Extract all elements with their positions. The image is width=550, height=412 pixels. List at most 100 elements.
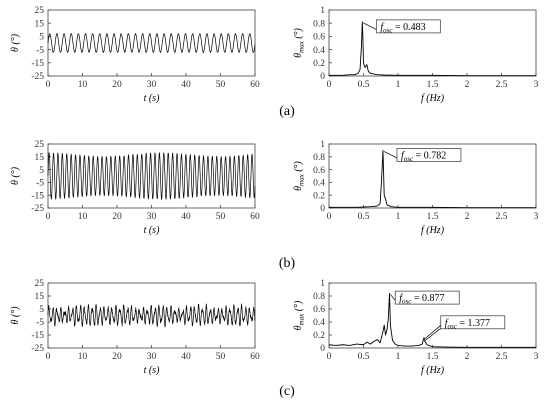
y-tick-label: 0.4 bbox=[313, 318, 325, 328]
annotation-leader bbox=[390, 294, 396, 301]
x-axis-label: f (Hz) bbox=[421, 225, 445, 236]
annotation-label: fosc = 0.483 bbox=[380, 22, 425, 34]
chart-b-spectrum: 0 0.5 1 1.5 2 2.5 3 0 0.2 0.4 0.6 0.8 1 f (Hz) θmax (°… bbox=[293, 140, 539, 236]
y-tick-label: 25 bbox=[35, 279, 45, 289]
y-axis-label: θ (°) bbox=[10, 166, 21, 185]
annotation-label: fosc = 1.377 bbox=[445, 318, 490, 331]
y-tick-label: 1 bbox=[320, 140, 325, 150]
annotation-box bbox=[440, 315, 506, 330]
y-axis-label-unit: (°) bbox=[293, 160, 304, 174]
annotation-symbol: f bbox=[380, 22, 384, 33]
y-tick-label: 0.8 bbox=[313, 19, 325, 29]
y-tick-label: -15 bbox=[31, 191, 44, 201]
x-tick-label: 2 bbox=[465, 212, 470, 222]
y-tick-label: -25 bbox=[31, 344, 44, 354]
x-tick-label: 20 bbox=[112, 352, 122, 362]
x-tick-label: 50 bbox=[216, 80, 226, 90]
y-tick-label: -5 bbox=[36, 46, 44, 56]
x-tick-label: 2 bbox=[465, 80, 470, 90]
annotation-box bbox=[396, 148, 462, 162]
x-tick-label: 1.5 bbox=[427, 352, 439, 362]
y-tick-label: -5 bbox=[36, 318, 44, 328]
y-tick-label: 5 bbox=[39, 166, 44, 176]
x-tick-label: 3 bbox=[534, 212, 539, 222]
x-tick-label: 10 bbox=[78, 352, 88, 362]
annotation-leader bbox=[424, 325, 442, 339]
annotation-subscript: osc bbox=[448, 322, 458, 330]
y-tick-label: -5 bbox=[36, 179, 44, 189]
y-tick-label: 0.2 bbox=[313, 59, 325, 69]
x-tick-label: 10 bbox=[78, 80, 88, 90]
x-tick-label: 3 bbox=[534, 80, 539, 90]
annotation-symbol: f bbox=[401, 150, 405, 161]
series-line bbox=[47, 303, 256, 328]
x-tick-label: 1 bbox=[396, 352, 401, 362]
y-tick-label: 25 bbox=[35, 140, 45, 150]
x-tick-label: 0 bbox=[46, 212, 51, 222]
annotation-subscript: osc bbox=[402, 298, 412, 306]
x-tick-label: 0.5 bbox=[358, 80, 370, 90]
x-tick-label: 0 bbox=[327, 80, 332, 90]
y-axis-label-subscript: max bbox=[298, 40, 306, 53]
series-line bbox=[329, 21, 536, 77]
annotation-subscript: osc bbox=[404, 155, 414, 163]
x-axis-label: t (s) bbox=[144, 93, 161, 104]
y-tick-label: -15 bbox=[31, 59, 44, 69]
y-axis-label: θmax (°) bbox=[293, 27, 306, 57]
x-tick-label: 50 bbox=[216, 352, 226, 362]
y-axis-label-unit: (°) bbox=[293, 27, 304, 41]
y-tick-label: 5 bbox=[39, 305, 44, 315]
x-tick-label: 60 bbox=[250, 352, 260, 362]
y-tick-label: 0 bbox=[320, 344, 325, 354]
annotation-value: = 0.782 bbox=[413, 150, 446, 161]
y-axis-label: θmax (°) bbox=[293, 160, 306, 190]
y-axis-label: θmax (°) bbox=[293, 300, 306, 330]
y-tick-label: -25 bbox=[31, 72, 44, 82]
y-tick-label: 0.2 bbox=[313, 331, 325, 341]
annotation-leader bbox=[383, 151, 398, 159]
panel-label-b: (b) bbox=[278, 256, 296, 271]
x-tick-label: 3 bbox=[534, 352, 539, 362]
y-tick-label: 15 bbox=[35, 19, 45, 29]
y-tick-label: -25 bbox=[31, 204, 44, 214]
y-tick-label: 0 bbox=[320, 204, 325, 214]
y-tick-label: 1 bbox=[320, 6, 325, 16]
x-axis-label: f (Hz) bbox=[421, 93, 445, 104]
x-tick-label: 0.5 bbox=[358, 212, 370, 222]
annotation-leader bbox=[363, 22, 377, 30]
annotation-label: fosc = 0.782 bbox=[401, 150, 446, 163]
x-tick-label: 1 bbox=[396, 212, 401, 222]
annotation-value: = 0.877 bbox=[411, 293, 444, 304]
x-tick-label: 2 bbox=[465, 352, 470, 362]
x-tick-label: 10 bbox=[78, 212, 88, 222]
y-tick-label: 0.8 bbox=[313, 153, 325, 163]
series-line bbox=[47, 152, 256, 200]
x-axis-label: f (Hz) bbox=[421, 365, 445, 376]
annotation-box bbox=[394, 290, 460, 305]
annotation-value: = 1.377 bbox=[457, 318, 490, 329]
y-tick-label: 1 bbox=[320, 279, 325, 289]
x-tick-label: 0.5 bbox=[358, 352, 370, 362]
x-tick-label: 2.5 bbox=[496, 212, 508, 222]
y-tick-label: 25 bbox=[35, 6, 45, 16]
x-tick-label: 20 bbox=[112, 212, 122, 222]
x-tick-label: 60 bbox=[250, 212, 260, 222]
panel-label-a: (a) bbox=[279, 104, 295, 119]
annotation-label: fosc = 0.877 bbox=[399, 293, 444, 306]
x-tick-label: 2.5 bbox=[496, 352, 508, 362]
y-tick-label: 0.6 bbox=[313, 33, 325, 43]
y-axis-label-subscript: max bbox=[298, 173, 306, 186]
x-axis-label: t (s) bbox=[144, 365, 161, 376]
x-tick-label: 1.5 bbox=[427, 212, 439, 222]
chart-b-time-history: 0 10 20 30 40 50 60 -25 -15 -5 5 15 25 t (s) θ (°) bbox=[10, 140, 260, 236]
x-tick-label: 1 bbox=[396, 80, 401, 90]
annotation-value: = 0.483 bbox=[392, 22, 425, 33]
x-tick-label: 40 bbox=[181, 352, 191, 362]
annotation-box bbox=[375, 19, 441, 34]
y-tick-label: 15 bbox=[35, 292, 45, 302]
y-axis-label-unit: (°) bbox=[293, 300, 304, 314]
y-tick-label: 5 bbox=[39, 33, 44, 43]
series-line bbox=[328, 292, 536, 348]
y-tick-label: 0.4 bbox=[313, 46, 325, 56]
